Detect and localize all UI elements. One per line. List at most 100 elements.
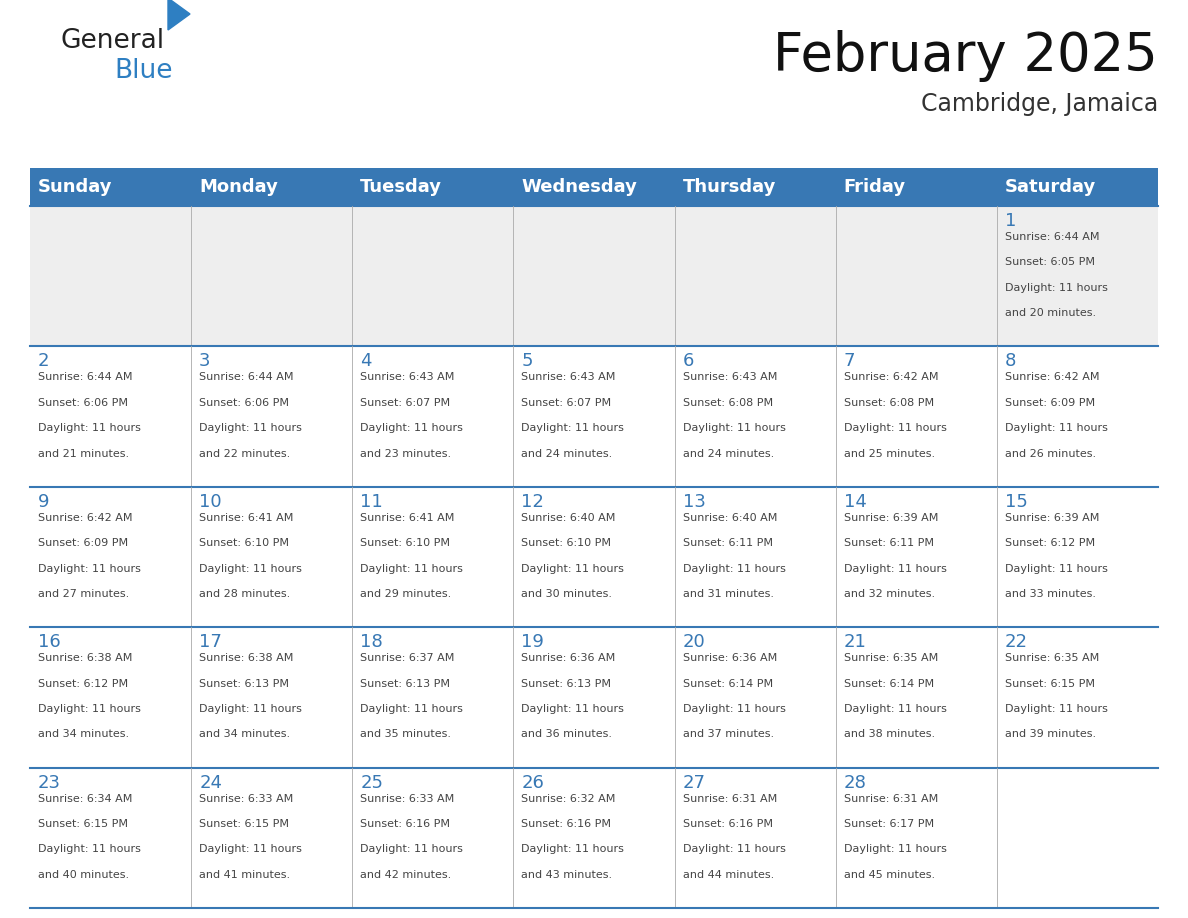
Text: Sunset: 6:10 PM: Sunset: 6:10 PM (360, 538, 450, 548)
Text: and 29 minutes.: and 29 minutes. (360, 589, 451, 599)
Text: 24: 24 (200, 774, 222, 791)
Text: Daylight: 11 hours: Daylight: 11 hours (200, 845, 302, 855)
Bar (30, 627, 1158, 767)
Polygon shape (168, 0, 190, 30)
Text: Daylight: 11 hours: Daylight: 11 hours (200, 423, 302, 433)
Text: Daylight: 11 hours: Daylight: 11 hours (360, 704, 463, 714)
Text: Sunday: Sunday (38, 178, 113, 196)
Text: and 24 minutes.: and 24 minutes. (683, 449, 773, 459)
Text: Daylight: 11 hours: Daylight: 11 hours (843, 564, 947, 574)
Text: Sunset: 6:09 PM: Sunset: 6:09 PM (1005, 397, 1095, 408)
Text: Sunset: 6:16 PM: Sunset: 6:16 PM (683, 819, 772, 829)
Text: Sunset: 6:13 PM: Sunset: 6:13 PM (200, 678, 289, 688)
Text: 7: 7 (843, 353, 855, 370)
Text: Sunset: 6:13 PM: Sunset: 6:13 PM (360, 678, 450, 688)
Text: Daylight: 11 hours: Daylight: 11 hours (522, 423, 625, 433)
Text: Sunrise: 6:37 AM: Sunrise: 6:37 AM (360, 654, 455, 663)
Text: Daylight: 11 hours: Daylight: 11 hours (38, 704, 141, 714)
Text: Sunrise: 6:41 AM: Sunrise: 6:41 AM (360, 513, 455, 522)
Text: 20: 20 (683, 633, 706, 651)
Text: and 36 minutes.: and 36 minutes. (522, 730, 613, 740)
Text: Sunrise: 6:34 AM: Sunrise: 6:34 AM (38, 793, 132, 803)
Text: Sunset: 6:08 PM: Sunset: 6:08 PM (683, 397, 772, 408)
Text: Daylight: 11 hours: Daylight: 11 hours (360, 564, 463, 574)
Text: Sunrise: 6:44 AM: Sunrise: 6:44 AM (1005, 232, 1099, 242)
Text: and 30 minutes.: and 30 minutes. (522, 589, 613, 599)
Text: Sunrise: 6:42 AM: Sunrise: 6:42 AM (1005, 373, 1099, 383)
Text: Sunset: 6:16 PM: Sunset: 6:16 PM (522, 819, 612, 829)
Text: and 38 minutes.: and 38 minutes. (843, 730, 935, 740)
Bar (30, 346, 1158, 487)
Text: Sunrise: 6:33 AM: Sunrise: 6:33 AM (200, 793, 293, 803)
Text: Sunrise: 6:35 AM: Sunrise: 6:35 AM (843, 654, 939, 663)
Text: February 2025: February 2025 (773, 30, 1158, 82)
Text: Sunset: 6:10 PM: Sunset: 6:10 PM (200, 538, 289, 548)
Text: 18: 18 (360, 633, 383, 651)
Text: Daylight: 11 hours: Daylight: 11 hours (683, 423, 785, 433)
Text: Daylight: 11 hours: Daylight: 11 hours (522, 704, 625, 714)
Text: Sunset: 6:14 PM: Sunset: 6:14 PM (683, 678, 772, 688)
Text: 14: 14 (843, 493, 866, 510)
Text: 27: 27 (683, 774, 706, 791)
Text: and 26 minutes.: and 26 minutes. (1005, 449, 1097, 459)
Text: 15: 15 (1005, 493, 1028, 510)
Text: Sunset: 6:09 PM: Sunset: 6:09 PM (38, 538, 128, 548)
Text: Sunrise: 6:38 AM: Sunrise: 6:38 AM (38, 654, 132, 663)
Text: Daylight: 11 hours: Daylight: 11 hours (1005, 283, 1107, 293)
Text: Daylight: 11 hours: Daylight: 11 hours (1005, 423, 1107, 433)
Text: Sunset: 6:16 PM: Sunset: 6:16 PM (360, 819, 450, 829)
Text: Daylight: 11 hours: Daylight: 11 hours (1005, 564, 1107, 574)
Text: and 27 minutes.: and 27 minutes. (38, 589, 129, 599)
Text: 12: 12 (522, 493, 544, 510)
Text: Sunrise: 6:39 AM: Sunrise: 6:39 AM (1005, 513, 1099, 522)
Text: 26: 26 (522, 774, 544, 791)
Text: 2: 2 (38, 353, 50, 370)
Text: Sunrise: 6:33 AM: Sunrise: 6:33 AM (360, 793, 455, 803)
Text: Sunset: 6:05 PM: Sunset: 6:05 PM (1005, 257, 1095, 267)
Text: 5: 5 (522, 353, 533, 370)
Text: and 43 minutes.: and 43 minutes. (522, 870, 613, 879)
Text: Sunset: 6:07 PM: Sunset: 6:07 PM (360, 397, 450, 408)
Text: and 32 minutes.: and 32 minutes. (843, 589, 935, 599)
Text: Daylight: 11 hours: Daylight: 11 hours (1005, 704, 1107, 714)
Text: Daylight: 11 hours: Daylight: 11 hours (360, 423, 463, 433)
Text: 9: 9 (38, 493, 50, 510)
Text: Sunrise: 6:35 AM: Sunrise: 6:35 AM (1005, 654, 1099, 663)
Text: Sunrise: 6:32 AM: Sunrise: 6:32 AM (522, 793, 615, 803)
Text: Daylight: 11 hours: Daylight: 11 hours (683, 845, 785, 855)
Text: and 34 minutes.: and 34 minutes. (38, 730, 129, 740)
Text: Sunset: 6:12 PM: Sunset: 6:12 PM (1005, 538, 1095, 548)
Text: Sunrise: 6:44 AM: Sunrise: 6:44 AM (200, 373, 293, 383)
Text: Sunrise: 6:43 AM: Sunrise: 6:43 AM (360, 373, 455, 383)
Text: Sunrise: 6:36 AM: Sunrise: 6:36 AM (522, 654, 615, 663)
Text: Sunrise: 6:38 AM: Sunrise: 6:38 AM (200, 654, 293, 663)
Text: Sunset: 6:08 PM: Sunset: 6:08 PM (843, 397, 934, 408)
Text: and 39 minutes.: and 39 minutes. (1005, 730, 1097, 740)
Text: 1: 1 (1005, 212, 1016, 230)
Text: Daylight: 11 hours: Daylight: 11 hours (200, 564, 302, 574)
Text: 22: 22 (1005, 633, 1028, 651)
Text: Sunrise: 6:43 AM: Sunrise: 6:43 AM (683, 373, 777, 383)
Bar (30, 168, 1158, 206)
Text: 10: 10 (200, 493, 222, 510)
Text: 4: 4 (360, 353, 372, 370)
Text: 8: 8 (1005, 353, 1016, 370)
Text: Sunset: 6:17 PM: Sunset: 6:17 PM (843, 819, 934, 829)
Text: and 37 minutes.: and 37 minutes. (683, 730, 773, 740)
Text: Sunset: 6:15 PM: Sunset: 6:15 PM (1005, 678, 1095, 688)
Text: Sunset: 6:12 PM: Sunset: 6:12 PM (38, 678, 128, 688)
Text: Daylight: 11 hours: Daylight: 11 hours (843, 704, 947, 714)
Text: Daylight: 11 hours: Daylight: 11 hours (200, 704, 302, 714)
Text: Sunrise: 6:44 AM: Sunrise: 6:44 AM (38, 373, 133, 383)
Text: Sunset: 6:14 PM: Sunset: 6:14 PM (843, 678, 934, 688)
Text: Sunrise: 6:31 AM: Sunrise: 6:31 AM (683, 793, 777, 803)
Text: 21: 21 (843, 633, 866, 651)
Text: Daylight: 11 hours: Daylight: 11 hours (683, 564, 785, 574)
Text: Daylight: 11 hours: Daylight: 11 hours (38, 845, 141, 855)
Text: and 40 minutes.: and 40 minutes. (38, 870, 129, 879)
Text: Saturday: Saturday (1005, 178, 1097, 196)
Text: Daylight: 11 hours: Daylight: 11 hours (843, 423, 947, 433)
Text: and 31 minutes.: and 31 minutes. (683, 589, 773, 599)
Text: Sunset: 6:06 PM: Sunset: 6:06 PM (38, 397, 128, 408)
Text: and 41 minutes.: and 41 minutes. (200, 870, 290, 879)
